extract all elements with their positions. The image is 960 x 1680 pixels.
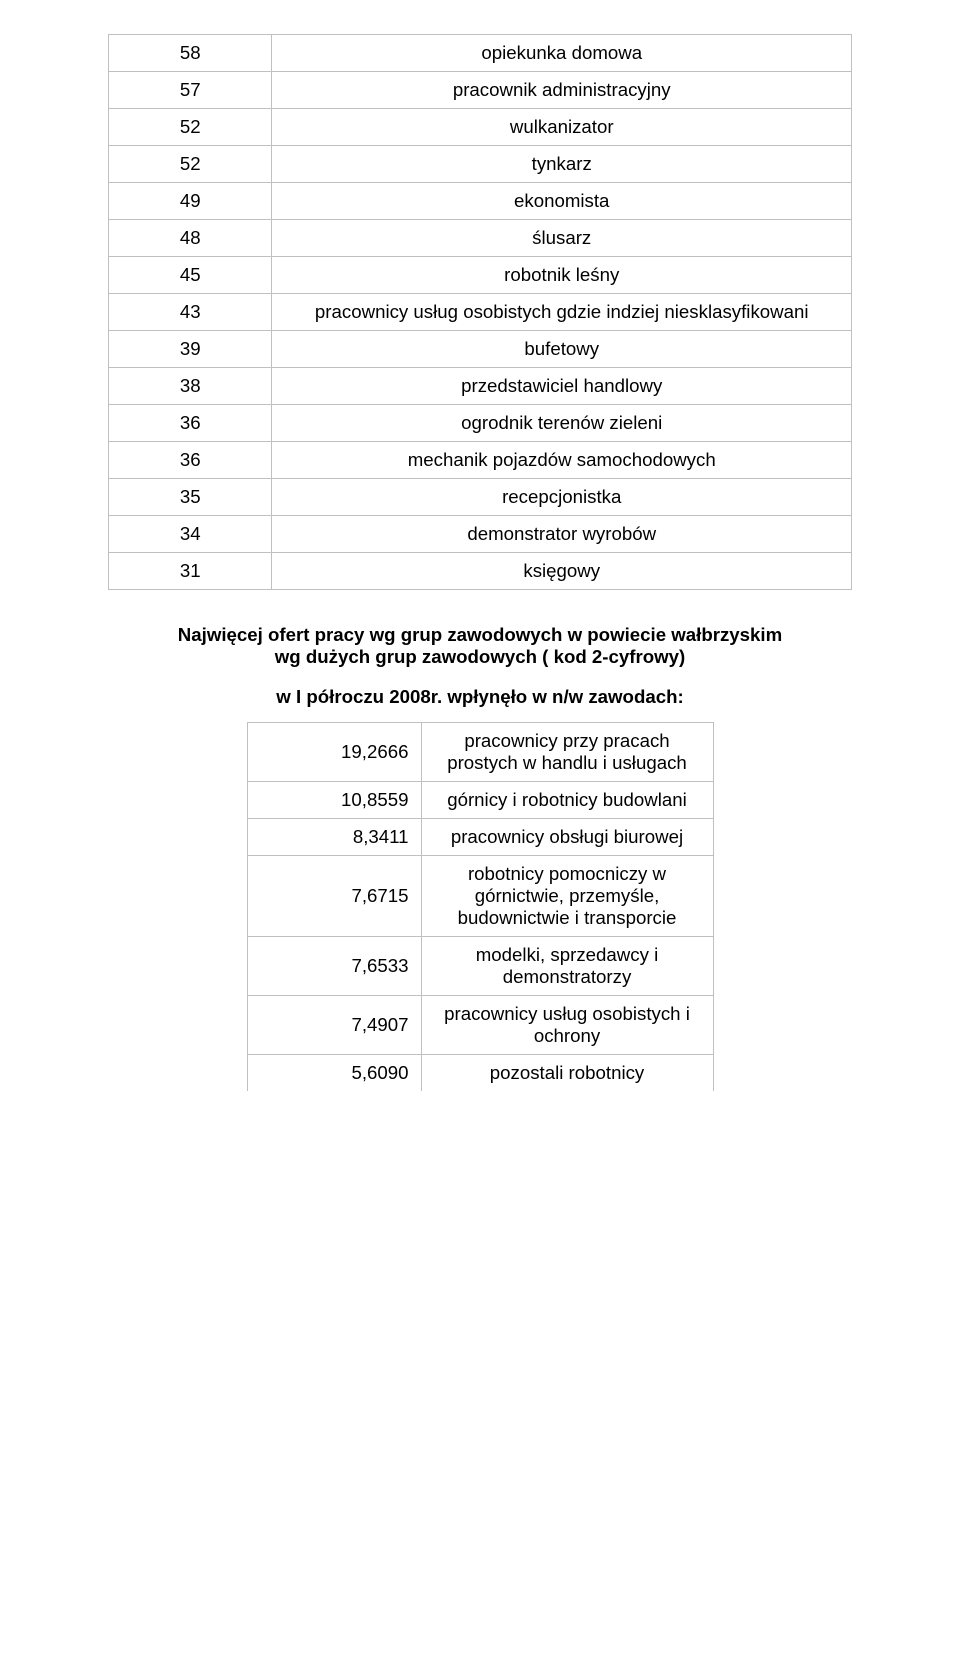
table-row: 10,8559górnicy i robotnicy budowlani: [247, 782, 713, 819]
count-cell: 35: [109, 479, 272, 516]
count-cell: 45: [109, 257, 272, 294]
count-cell: 36: [109, 442, 272, 479]
section-line-3: w I półroczu 2008r. wpłynęło w n/w zawod…: [108, 686, 852, 708]
occupation-cell: księgowy: [272, 553, 852, 590]
table-row: 7,4907pracownicy usług osobistych i ochr…: [247, 996, 713, 1055]
table-row: 36mechanik pojazdów samochodowych: [109, 442, 852, 479]
occupation-cell: przedstawiciel handlowy: [272, 368, 852, 405]
table-row: 31księgowy: [109, 553, 852, 590]
group-cell: górnicy i robotnicy budowlani: [421, 782, 713, 819]
share-cell: 7,6715: [247, 856, 421, 937]
table-row: 35recepcjonistka: [109, 479, 852, 516]
count-cell: 38: [109, 368, 272, 405]
table-row: 36ogrodnik terenów zieleni: [109, 405, 852, 442]
share-cell: 7,4907: [247, 996, 421, 1055]
occupation-cell: pracownicy usług osobistych gdzie indzie…: [272, 294, 852, 331]
count-cell: 34: [109, 516, 272, 553]
group-cell: pozostali robotnicy: [421, 1055, 713, 1092]
share-cell: 5,6090: [247, 1055, 421, 1092]
occupation-cell: opiekunka domowa: [272, 35, 852, 72]
table-row: 39bufetowy: [109, 331, 852, 368]
share-cell: 8,3411: [247, 819, 421, 856]
group-cell: pracownicy obsługi biurowej: [421, 819, 713, 856]
table-row: 8,3411pracownicy obsługi biurowej: [247, 819, 713, 856]
occupation-group-share-table: 19,2666pracownicy przy pracach prostych …: [247, 722, 714, 1091]
count-cell: 43: [109, 294, 272, 331]
table-row: 57pracownik administracyjny: [109, 72, 852, 109]
table-row: 52tynkarz: [109, 146, 852, 183]
group-cell: modelki, sprzedawcy i demonstratorzy: [421, 937, 713, 996]
occupation-cell: robotnik leśny: [272, 257, 852, 294]
table-row: 7,6715robotnicy pomocniczy w górnictwie,…: [247, 856, 713, 937]
count-cell: 58: [109, 35, 272, 72]
share-cell: 10,8559: [247, 782, 421, 819]
count-cell: 48: [109, 220, 272, 257]
occupation-cell: mechanik pojazdów samochodowych: [272, 442, 852, 479]
table-row: 49ekonomista: [109, 183, 852, 220]
occupation-cell: demonstrator wyrobów: [272, 516, 852, 553]
count-cell: 49: [109, 183, 272, 220]
occupation-cell: ekonomista: [272, 183, 852, 220]
occupation-count-table: 58opiekunka domowa57pracownik administra…: [108, 34, 852, 590]
occupation-cell: ślusarz: [272, 220, 852, 257]
table-row: 19,2666pracownicy przy pracach prostych …: [247, 723, 713, 782]
table-row: 45robotnik leśny: [109, 257, 852, 294]
group-cell: robotnicy pomocniczy w górnictwie, przem…: [421, 856, 713, 937]
occupation-cell: recepcjonistka: [272, 479, 852, 516]
section-line-1: Najwięcej ofert pracy wg grup zawodowych…: [108, 624, 852, 646]
group-cell: pracownicy przy pracach prostych w handl…: [421, 723, 713, 782]
section-line-2: wg dużych grup zawodowych ( kod 2-cyfrow…: [108, 646, 852, 668]
group-cell: pracownicy usług osobistych i ochrony: [421, 996, 713, 1055]
occupation-cell: ogrodnik terenów zieleni: [272, 405, 852, 442]
table-row: 38przedstawiciel handlowy: [109, 368, 852, 405]
occupation-cell: tynkarz: [272, 146, 852, 183]
table-row: 5,6090pozostali robotnicy: [247, 1055, 713, 1092]
occupation-cell: wulkanizator: [272, 109, 852, 146]
table-row: 34demonstrator wyrobów: [109, 516, 852, 553]
share-cell: 19,2666: [247, 723, 421, 782]
section-heading-block: Najwięcej ofert pracy wg grup zawodowych…: [108, 624, 852, 708]
occupation-cell: bufetowy: [272, 331, 852, 368]
table-row: 48ślusarz: [109, 220, 852, 257]
occupation-cell: pracownik administracyjny: [272, 72, 852, 109]
count-cell: 52: [109, 109, 272, 146]
table-row: 52wulkanizator: [109, 109, 852, 146]
table-row: 58opiekunka domowa: [109, 35, 852, 72]
count-cell: 36: [109, 405, 272, 442]
count-cell: 52: [109, 146, 272, 183]
count-cell: 57: [109, 72, 272, 109]
table-row: 43pracownicy usług osobistych gdzie indz…: [109, 294, 852, 331]
count-cell: 39: [109, 331, 272, 368]
table-row: 7,6533modelki, sprzedawcy i demonstrator…: [247, 937, 713, 996]
count-cell: 31: [109, 553, 272, 590]
share-cell: 7,6533: [247, 937, 421, 996]
